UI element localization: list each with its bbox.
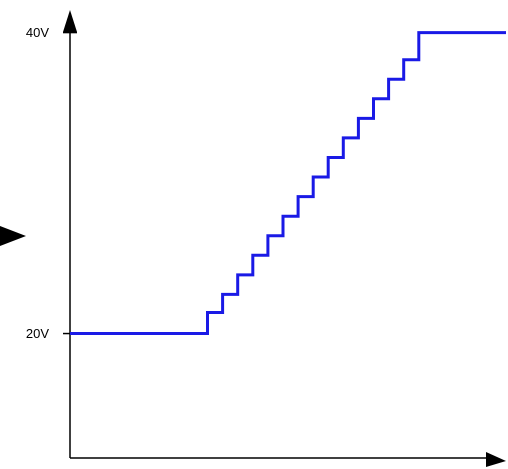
y-axis-arrow	[63, 10, 77, 32]
y-tick-label: 40V	[26, 25, 49, 40]
series-line-0	[70, 31, 506, 335]
input-arrow-marker	[0, 226, 26, 246]
y-tick-label: 20V	[26, 326, 49, 341]
axes	[63, 10, 506, 467]
series-group	[70, 31, 506, 335]
x-axis-arrow	[486, 452, 506, 467]
